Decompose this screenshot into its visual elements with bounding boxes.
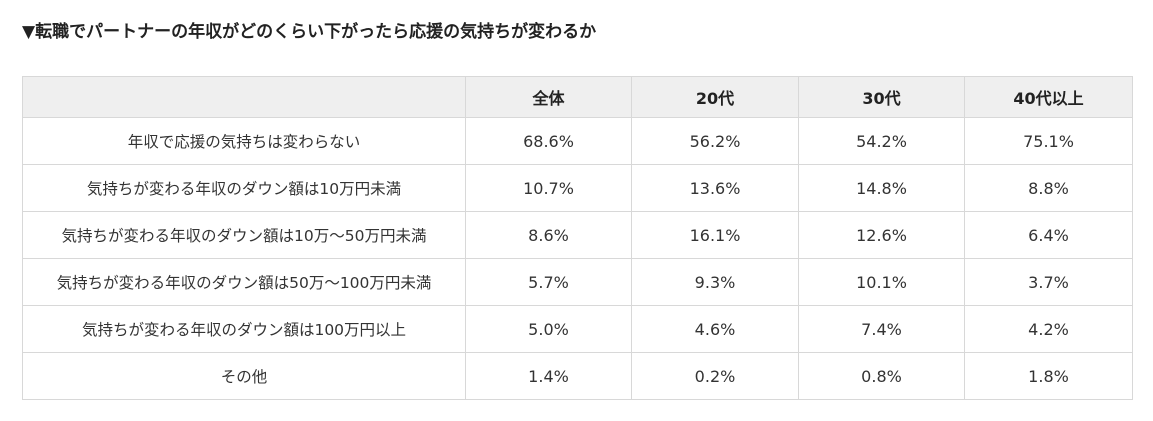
cell-30s: 10.1% [798,258,965,306]
header-cell-empty [22,76,466,118]
row-label: 気持ちが変わる年収のダウン額は10万円未満 [22,164,466,212]
cell-40s-plus: 1.8% [964,352,1133,400]
table-header: 全体 20代 30代 40代以上 [22,76,1133,118]
table-row: 気持ちが変わる年収のダウン額は10万〜50万円未満 8.6% 16.1% 12.… [22,211,1133,259]
row-label: 気持ちが変わる年収のダウン額は10万〜50万円未満 [22,211,466,259]
cell-40s-plus: 3.7% [964,258,1133,306]
table-row: 気持ちが変わる年収のダウン額は50万〜100万円未満 5.7% 9.3% 10.… [22,258,1133,306]
table-row: その他 1.4% 0.2% 0.8% 1.8% [22,352,1133,400]
cell-total: 1.4% [465,352,632,400]
cell-40s-plus: 75.1% [964,117,1133,165]
table-body: 年収で応援の気持ちは変わらない 68.6% 56.2% 54.2% 75.1% … [22,117,1133,400]
row-label: 気持ちが変わる年収のダウン額は100万円以上 [22,305,466,353]
cell-40s-plus: 6.4% [964,211,1133,259]
table-row: 気持ちが変わる年収のダウン額は100万円以上 5.0% 4.6% 7.4% 4.… [22,305,1133,353]
cell-total: 10.7% [465,164,632,212]
table-row: 年収で応援の気持ちは変わらない 68.6% 56.2% 54.2% 75.1% [22,117,1133,165]
cell-20s: 13.6% [631,164,799,212]
survey-table: 全体 20代 30代 40代以上 年収で応援の気持ちは変わらない 68.6% 5… [22,76,1133,400]
header-cell-40s-plus: 40代以上 [964,76,1133,118]
cell-30s: 0.8% [798,352,965,400]
header-cell-30s: 30代 [798,76,965,118]
cell-20s: 16.1% [631,211,799,259]
cell-30s: 14.8% [798,164,965,212]
cell-total: 68.6% [465,117,632,165]
header-cell-total: 全体 [465,76,632,118]
row-label: 年収で応援の気持ちは変わらない [22,117,466,165]
cell-20s: 56.2% [631,117,799,165]
table-row: 気持ちが変わる年収のダウン額は10万円未満 10.7% 13.6% 14.8% … [22,164,1133,212]
cell-total: 5.7% [465,258,632,306]
cell-40s-plus: 4.2% [964,305,1133,353]
cell-20s: 4.6% [631,305,799,353]
cell-40s-plus: 8.8% [964,164,1133,212]
cell-30s: 7.4% [798,305,965,353]
cell-30s: 12.6% [798,211,965,259]
cell-total: 5.0% [465,305,632,353]
header-cell-20s: 20代 [631,76,799,118]
row-label: 気持ちが変わる年収のダウン額は50万〜100万円未満 [22,258,466,306]
cell-20s: 0.2% [631,352,799,400]
page-heading: ▼転職でパートナーの年収がどのくらい下がったら応援の気持ちが変わるか [22,22,597,42]
header-row: 全体 20代 30代 40代以上 [22,76,1133,118]
row-label: その他 [22,352,466,400]
cell-total: 8.6% [465,211,632,259]
cell-30s: 54.2% [798,117,965,165]
cell-20s: 9.3% [631,258,799,306]
